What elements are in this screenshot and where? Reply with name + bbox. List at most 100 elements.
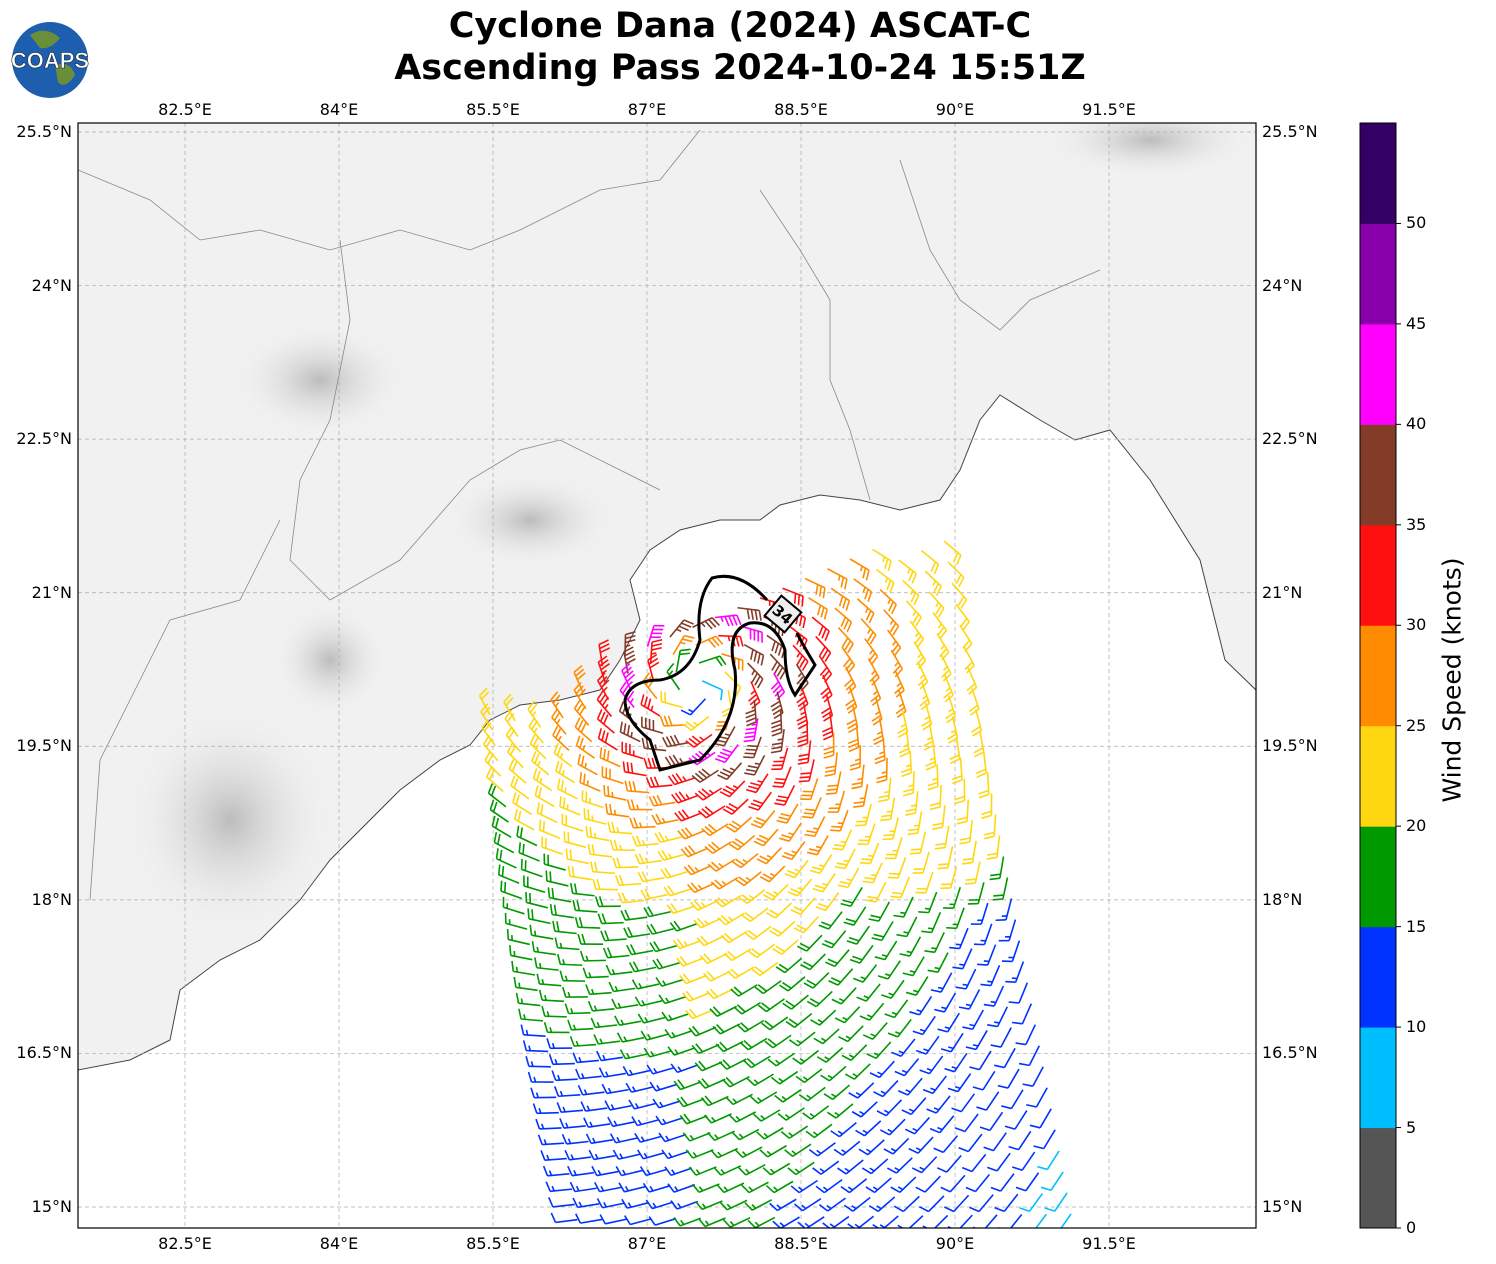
wind-barb	[637, 1013, 666, 1024]
wind-barb	[649, 638, 663, 665]
wind-barb	[830, 587, 851, 611]
wind-barb	[714, 614, 742, 627]
wind-barb	[1012, 1151, 1036, 1171]
wind-barb	[675, 648, 691, 673]
wind-barb	[535, 1118, 562, 1130]
wind-barb	[958, 1133, 983, 1153]
wind-barb	[706, 988, 734, 1000]
wind-barb	[800, 953, 826, 971]
wind-barb	[912, 851, 930, 874]
wind-barb	[947, 716, 959, 744]
lon-tick-top: 82.5°E	[158, 100, 212, 119]
wind-barb	[639, 1166, 668, 1177]
wind-barb	[847, 725, 860, 753]
wind-barb	[634, 853, 662, 865]
wind-barb	[629, 817, 656, 829]
wind-barb	[955, 968, 977, 990]
wind-barb	[631, 1116, 659, 1127]
wind-barb	[841, 1044, 868, 1062]
wind-barb	[624, 1215, 652, 1226]
wind-barb	[667, 773, 696, 786]
wind-barb	[530, 1087, 557, 1099]
wind-barb	[554, 937, 580, 951]
wind-barb	[900, 750, 913, 778]
wind-barb	[564, 1003, 591, 1015]
wind-barb	[787, 878, 813, 897]
wind-barb	[727, 966, 755, 979]
wind-barb	[827, 790, 846, 813]
wind-barb	[676, 1096, 705, 1108]
wind-barb	[912, 1015, 936, 1036]
wind-barb	[826, 1103, 854, 1119]
wind-barb	[837, 1159, 864, 1175]
wind-barb	[624, 780, 650, 794]
wind-barb	[604, 1100, 632, 1111]
wind-barb	[545, 1181, 573, 1193]
wind-barb	[943, 540, 962, 566]
wind-barb	[518, 842, 540, 862]
wind-barb	[795, 1068, 823, 1084]
wind-barb	[715, 1040, 744, 1053]
wind-barb	[1037, 1150, 1060, 1171]
wind-barb	[898, 559, 917, 584]
wind-barb	[1022, 1066, 1044, 1087]
lat-tick-left: 15°N	[31, 1197, 72, 1216]
wind-barb	[940, 1174, 966, 1193]
wind-barb	[601, 766, 624, 785]
wind-barb	[559, 970, 586, 982]
wind-barb	[612, 1149, 641, 1160]
wind-barb	[920, 549, 940, 575]
wind-barb	[756, 847, 782, 865]
wind-barb	[902, 956, 925, 977]
wind-barb	[500, 880, 523, 900]
wind-barb	[569, 1181, 597, 1193]
wind-barb	[834, 848, 856, 870]
wind-barb	[824, 752, 838, 777]
wind-barb	[642, 1182, 671, 1193]
wind-barb	[659, 715, 686, 727]
wind-barb	[944, 1194, 970, 1213]
wind-barbs	[478, 540, 1072, 1228]
wind-barb	[660, 691, 683, 709]
wind-barb	[905, 600, 922, 627]
wind-barb	[685, 733, 713, 748]
wind-barb	[569, 882, 595, 897]
wind-barb	[936, 1154, 962, 1173]
wind-barb	[614, 1015, 642, 1026]
wind-barb	[770, 1070, 799, 1085]
colorbar-tick: 0	[1406, 1218, 1417, 1237]
wind-barb	[815, 892, 840, 912]
wind-barb	[856, 598, 875, 624]
wind-barb	[967, 882, 985, 905]
wind-barb	[520, 1024, 546, 1037]
wind-barb	[714, 894, 742, 908]
colorbar-segment	[1360, 625, 1396, 727]
wind-barb	[934, 825, 950, 850]
wind-barb	[734, 1146, 763, 1159]
wind-barb	[654, 831, 682, 844]
wind-barb	[658, 1132, 687, 1143]
lat-tick-left: 18°N	[31, 889, 72, 909]
wind-barb	[849, 944, 874, 964]
wind-barb	[688, 1166, 717, 1176]
wind-barb	[545, 870, 569, 887]
wind-barb	[956, 799, 970, 825]
lat-tick-right: 16.5°N	[1262, 1043, 1318, 1063]
wind-barb	[943, 887, 962, 909]
wind-barb	[671, 791, 699, 804]
wind-barb	[990, 1173, 1015, 1192]
wind-barb	[909, 995, 933, 1016]
wind-barb	[743, 643, 765, 666]
wind-barb	[663, 885, 692, 897]
wind-barb	[775, 957, 803, 974]
wind-barb	[574, 916, 601, 929]
wind-barb	[567, 865, 592, 881]
wind-barb	[611, 998, 639, 1010]
wind-barb	[531, 941, 557, 956]
wind-barb	[845, 686, 858, 714]
wind-barb	[843, 1196, 871, 1212]
wind-barb	[529, 924, 554, 940]
wind-barb	[637, 1149, 665, 1160]
wind-barb	[664, 1166, 693, 1177]
colorbar-tick: 45	[1406, 313, 1427, 333]
